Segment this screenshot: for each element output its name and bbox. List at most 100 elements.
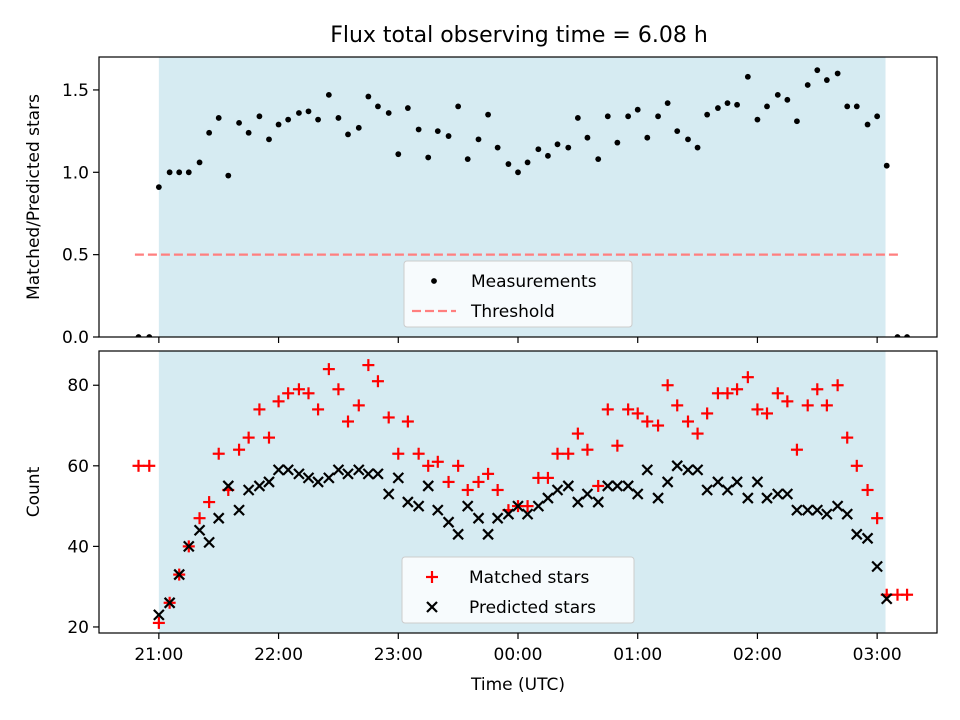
- matched-star-point: [203, 496, 216, 509]
- predicted-star-point: [772, 488, 784, 500]
- y-tick-label: 40: [67, 537, 89, 557]
- y-tick-label: 0.5: [62, 246, 89, 266]
- matched-star-point: [491, 483, 504, 496]
- predicted-marker-b: [432, 504, 444, 516]
- predicted-marker-b: [272, 464, 285, 476]
- predicted-star-point: [312, 476, 324, 488]
- predicted-marker-b: [332, 464, 345, 476]
- predicted-marker-b: [791, 504, 803, 516]
- measurement-point: [764, 103, 770, 110]
- matched-star-point: [622, 403, 635, 416]
- measurement-point: [584, 134, 591, 141]
- legend: Matched stars Predicted stars: [401, 556, 635, 624]
- predicted-marker-b: [222, 480, 235, 492]
- legend-label: Threshold: [470, 302, 555, 322]
- measurement-point: [774, 91, 781, 98]
- predicted-marker-b: [153, 609, 165, 621]
- predicted-star-point: [512, 500, 524, 512]
- predicted-marker-b: [622, 480, 634, 492]
- predicted-star-point: [233, 504, 245, 516]
- predicted-marker-b: [602, 480, 614, 492]
- predicted-star-point: [362, 468, 375, 480]
- measurement-point: [614, 139, 621, 146]
- measurement-point: [754, 116, 761, 123]
- predicted-marker-b: [821, 508, 833, 520]
- measurement-point: [625, 113, 632, 120]
- predicted-star-point: [542, 492, 554, 504]
- predicted-marker-b: [412, 500, 425, 512]
- predicted-marker-b: [682, 464, 694, 476]
- y-axis-label: Count: [24, 466, 44, 517]
- predicted-marker-b: [781, 488, 794, 500]
- predicted-star-point: [302, 472, 315, 484]
- measurement-point: [285, 116, 292, 123]
- measurement-point: [434, 128, 441, 135]
- matched-star-point: [472, 475, 485, 488]
- predicted-star-point: [532, 500, 545, 512]
- predicted-marker-b: [831, 500, 844, 512]
- matched-star-point: [571, 427, 584, 440]
- predicted-star-point: [592, 496, 604, 508]
- matched-star-point: [422, 459, 435, 472]
- predicted-star-point: [432, 504, 444, 516]
- predicted-marker-b: [353, 464, 365, 476]
- predicted-star-point: [412, 500, 425, 512]
- matched-star-point: [562, 447, 575, 460]
- predicted-star-point: [242, 484, 255, 496]
- x-tick-label: 00:00: [494, 645, 543, 665]
- predicted-marker-b: [652, 492, 664, 504]
- predicted-star-point: [691, 464, 704, 476]
- predicted-marker-b: [482, 528, 494, 541]
- predicted-marker-b: [342, 468, 354, 480]
- legend-label: Matched stars: [469, 568, 589, 588]
- matched-star-point: [482, 467, 495, 480]
- predicted-star-point: [742, 492, 754, 504]
- matched-star-point: [721, 387, 734, 400]
- predicted-star-point: [781, 488, 794, 500]
- legend: Measurements Threshold: [403, 260, 633, 328]
- measurement-point: [644, 134, 651, 141]
- predicted-star-point: [851, 528, 863, 541]
- legend-label: Measurements: [471, 272, 597, 292]
- measurement-point: [853, 103, 860, 110]
- measurement-point: [604, 113, 611, 120]
- measurement-point: [375, 103, 381, 110]
- matched-star-point: [143, 459, 156, 472]
- predicted-star-point: [562, 480, 575, 492]
- matched-star-point: [871, 512, 884, 525]
- predicted-marker-b: [562, 480, 575, 492]
- measurement-point: [245, 129, 252, 136]
- predicted-marker-b: [293, 468, 305, 480]
- predicted-marker-b: [671, 460, 683, 472]
- matched-star-point: [731, 383, 744, 396]
- matched-star-point: [801, 399, 814, 412]
- predicted-star-point: [193, 524, 206, 537]
- measurement-point: [823, 77, 830, 83]
- matched-star-point: [272, 395, 285, 408]
- predicted-marker-b: [502, 508, 515, 520]
- predicted-marker-b: [491, 512, 504, 524]
- matched-star-point: [461, 483, 474, 496]
- x-tick-label: 22:00: [254, 645, 303, 665]
- matched-star-point: [850, 459, 863, 472]
- predicted-marker-b: [701, 484, 713, 496]
- predicted-star-point: [611, 480, 624, 492]
- measurement-point: [704, 111, 711, 118]
- predicted-star-point: [572, 496, 584, 508]
- measurement-point: [266, 136, 272, 143]
- predicted-star-point: [203, 536, 215, 549]
- matched-star-point: [541, 471, 554, 484]
- measurement-point: [574, 115, 581, 121]
- predicted-star-point: [392, 472, 405, 484]
- legend-matched-swatch: [426, 571, 438, 583]
- predicted-star-point: [602, 480, 614, 492]
- predicted-marker-b: [581, 488, 594, 500]
- bottom-panel-counts: 20 40 60 80 21:00 22:00 23:00 00:00 01:00 02:00 03…: [24, 350, 938, 695]
- predicted-star-point: [422, 480, 434, 492]
- measurement-point: [744, 73, 751, 80]
- matched-star-point: [302, 387, 315, 400]
- matched-star-point: [581, 443, 594, 456]
- predicted-star-point: [880, 592, 893, 605]
- measurement-point: [196, 159, 203, 166]
- predicted-star-point: [791, 504, 803, 516]
